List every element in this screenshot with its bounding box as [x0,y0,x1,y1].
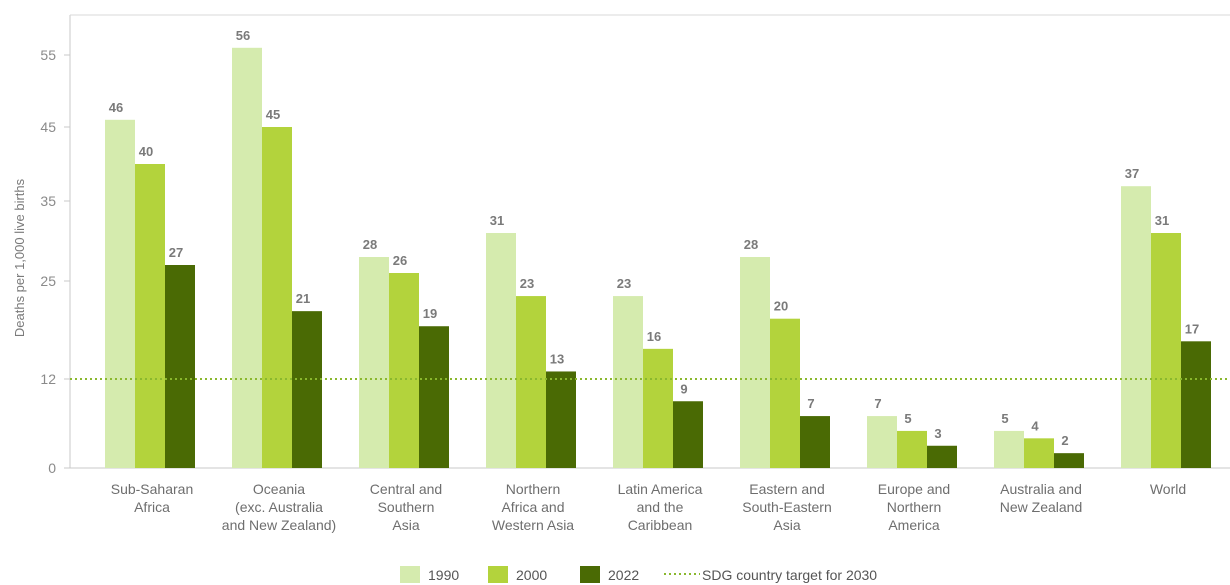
data-label: 19 [423,306,437,321]
bar-2022 [927,445,957,468]
y-tick-label: 45 [40,119,56,135]
category-label: Asia [773,517,800,533]
y-tick-label: 35 [40,193,56,209]
category-label: Western Asia [492,517,574,533]
bar-2000 [897,430,927,468]
category-label: Africa [134,499,170,515]
category-label: Oceania [253,481,305,497]
category-label: Eastern and [749,481,825,497]
bar-2022 [1181,341,1211,468]
data-label: 2 [1061,433,1068,448]
category-label: World [1150,481,1186,497]
data-label: 3 [934,426,941,441]
legend-label: 2022 [608,567,639,583]
bar-1990 [867,416,897,468]
bar-2022 [292,311,322,468]
y-tick-label: 55 [40,47,56,63]
data-label: 4 [1031,418,1039,433]
bar-2022 [1054,453,1084,468]
data-label: 7 [874,396,881,411]
data-label: 16 [647,329,661,344]
category-label: South-Eastern [742,499,832,515]
bar-2000 [770,318,800,468]
legend-swatch-1990 [400,566,420,583]
bar-2022 [165,265,195,468]
data-label: 40 [139,144,153,159]
bar-1990 [232,47,262,469]
category-label: and New Zealand) [222,517,336,533]
bar-2022 [800,416,830,468]
data-label: 31 [490,213,504,228]
bar-2000 [516,296,546,468]
data-label: 56 [236,28,250,43]
data-label: 13 [550,351,564,366]
y-tick-label: 12 [40,371,56,387]
bar-1990 [105,119,135,469]
bar-2000 [643,348,673,468]
y-tick-label: 25 [40,273,56,289]
data-label: 23 [617,276,631,291]
bar-2022 [673,401,703,468]
bar-1990 [486,233,516,468]
category-label: (exc. Australia [235,499,323,515]
bar-2000 [389,273,419,468]
bar-2000 [135,164,165,468]
category-label: Europe and [878,481,950,497]
data-label: 5 [1001,411,1008,426]
category-label: New Zealand [1000,499,1083,515]
legend-label-target: SDG country target for 2030 [702,567,877,583]
category-label: Southern [378,499,435,515]
data-labels: 46 40 27 56 45 21 28 26 19 31 23 13 23 16 9 28 20 7 7 5 3 5 4 2… [109,28,1199,448]
data-label: 28 [363,237,377,252]
bar-1990 [359,257,389,468]
data-label: 23 [520,276,534,291]
data-label: 31 [1155,213,1169,228]
bar-1990 [1121,186,1151,468]
legend-swatch-2022 [580,566,600,583]
category-label: Northern [887,499,941,515]
legend: 1990 2000 2022 SDG country target for 2030 [400,566,877,583]
y-tick-label: 0 [48,460,56,476]
legend-label: 1990 [428,567,459,583]
category-labels: Sub-Saharan Africa Oceania (exc. Australia a… [111,481,1186,533]
bar-2022 [546,371,576,468]
data-label: 28 [744,237,758,252]
category-label: America [888,517,940,533]
bar-2000 [262,127,292,468]
data-label: 5 [904,411,911,426]
data-label: 20 [774,299,788,314]
bars [105,47,1211,469]
data-label: 45 [266,107,280,122]
data-label: 37 [1125,166,1139,181]
bar-1990 [994,430,1024,468]
data-label: 21 [296,291,310,306]
bar-2022 [419,326,449,468]
bar-1990 [740,257,770,468]
y-axis-label: Deaths per 1,000 live births [12,178,27,337]
category-label: Africa and [501,499,564,515]
data-label: 17 [1185,321,1199,336]
category-label: Caribbean [628,517,693,533]
category-label: Asia [392,517,419,533]
category-label: and the [637,499,684,515]
category-label: Central and [370,481,442,497]
bar-2000 [1024,438,1054,468]
category-label: Australia and [1000,481,1082,497]
category-label: Northern [506,481,560,497]
legend-label: 2000 [516,567,547,583]
data-label: 46 [109,100,123,115]
data-label: 9 [680,381,687,396]
bar-2000 [1151,233,1181,468]
data-label: 7 [807,396,814,411]
data-label: 27 [169,245,183,260]
legend-swatch-2000 [488,566,508,583]
bar-1990 [613,296,643,468]
category-label: Latin America [618,481,703,497]
data-label: 26 [393,253,407,268]
category-label: Sub-Saharan [111,481,194,497]
